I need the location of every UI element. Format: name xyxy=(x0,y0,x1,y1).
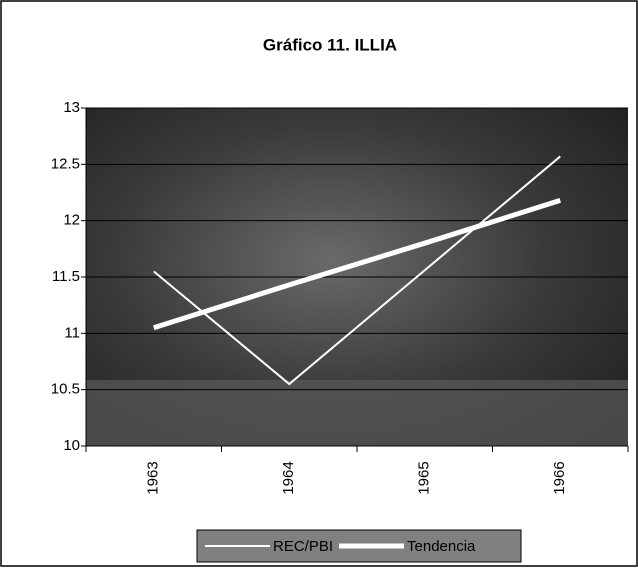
y-tick-label: 12.5 xyxy=(51,155,80,172)
y-tick-label: 13 xyxy=(63,99,80,116)
y-tick-label: 12 xyxy=(63,212,80,229)
x-tick-label: 1964 xyxy=(280,461,297,494)
y-tick-label: 10.5 xyxy=(51,381,80,398)
legend-label: REC/PBI xyxy=(273,538,333,555)
x-tick-label: 1965 xyxy=(416,461,433,494)
chart: Gráfico 11. ILLIA 10 10.5 11 11.5 12 12.5 13 19… xyxy=(0,0,638,567)
x-tick-label: 1966 xyxy=(551,461,568,494)
y-tick-label: 11.5 xyxy=(52,268,80,285)
legend-label: Tendencia xyxy=(407,538,476,555)
x-tick-label: 1963 xyxy=(145,461,162,494)
y-tick-label: 11 xyxy=(64,324,80,341)
y-tick-label: 10 xyxy=(63,437,80,454)
chart-title: Gráfico 11. ILLIA xyxy=(263,35,397,54)
